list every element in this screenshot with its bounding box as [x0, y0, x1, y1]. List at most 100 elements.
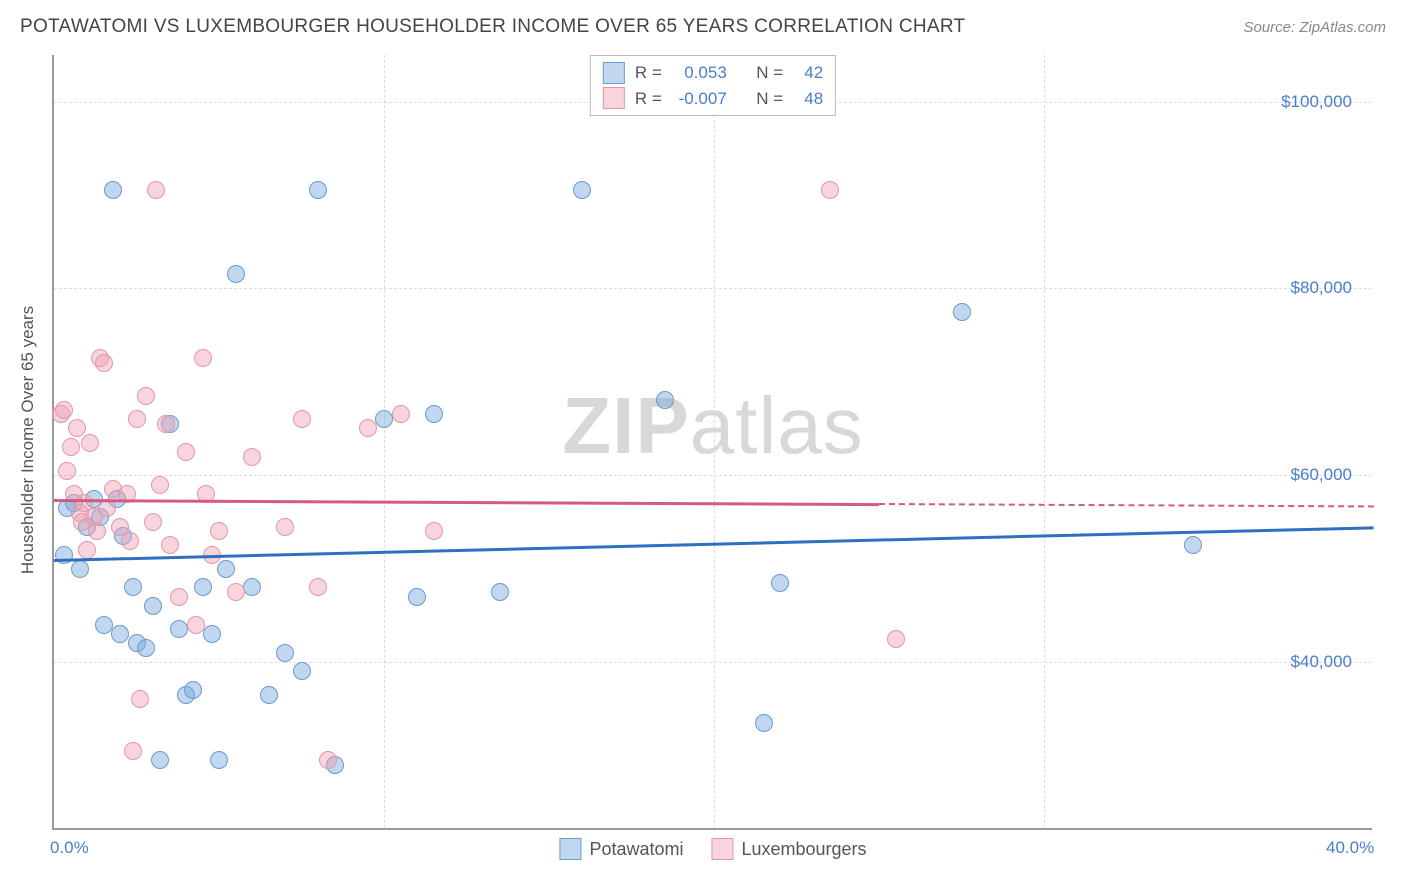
scatter-point: [104, 181, 122, 199]
scatter-point: [147, 181, 165, 199]
scatter-point: [194, 578, 212, 596]
legend-label: Luxembourgers: [741, 839, 866, 860]
scatter-point: [55, 401, 73, 419]
scatter-point: [121, 532, 139, 550]
y-tick-label: $60,000: [1291, 465, 1352, 485]
scatter-point: [137, 387, 155, 405]
scatter-point: [276, 518, 294, 536]
trend-line: [54, 499, 879, 506]
scatter-point: [151, 751, 169, 769]
legend-item: Potawatomi: [559, 838, 683, 860]
scatter-point: [111, 625, 129, 643]
stats-row: R = 0.053 N = 42: [603, 60, 823, 86]
scatter-point: [184, 681, 202, 699]
scatter-point: [1184, 536, 1202, 554]
scatter-point: [260, 686, 278, 704]
scatter-point: [62, 438, 80, 456]
grid-line-horizontal: [54, 662, 1372, 663]
y-axis-label: Householder Income Over 65 years: [18, 306, 38, 574]
scatter-point: [309, 181, 327, 199]
y-tick-label: $40,000: [1291, 652, 1352, 672]
scatter-point: [194, 349, 212, 367]
scatter-point: [573, 181, 591, 199]
scatter-point: [392, 405, 410, 423]
watermark: ZIPatlas: [562, 380, 863, 472]
scatter-point: [771, 574, 789, 592]
scatter-point: [128, 410, 146, 428]
scatter-point: [491, 583, 509, 601]
scatter-point: [95, 616, 113, 634]
legend-label: Potawatomi: [589, 839, 683, 860]
scatter-point: [170, 620, 188, 638]
r-label: R =: [635, 60, 662, 86]
n-value: 48: [793, 86, 823, 112]
scatter-point: [227, 583, 245, 601]
legend-item: Luxembourgers: [711, 838, 866, 860]
scatter-point: [144, 597, 162, 615]
grid-line-horizontal: [54, 288, 1372, 289]
scatter-point: [276, 644, 294, 662]
scatter-point: [425, 405, 443, 423]
scatter-point: [755, 714, 773, 732]
stats-row: R = -0.007 N = 48: [603, 86, 823, 112]
scatter-point: [243, 448, 261, 466]
scatter-point: [375, 410, 393, 428]
scatter-point: [187, 616, 205, 634]
scatter-point: [137, 639, 155, 657]
scatter-point: [243, 578, 261, 596]
scatter-point: [151, 476, 169, 494]
scatter-point: [157, 415, 175, 433]
scatter-point: [293, 410, 311, 428]
plot-area: ZIPatlas $40,000 $60,000 $80,000 $100,000 0.…: [52, 55, 1372, 830]
bottom-legend: Potawatomi Luxembourgers: [559, 838, 866, 860]
source-label: Source: ZipAtlas.com: [1243, 19, 1386, 36]
scatter-point: [821, 181, 839, 199]
scatter-point: [309, 578, 327, 596]
x-tick-label: 40.0%: [1326, 838, 1374, 858]
scatter-point: [227, 265, 245, 283]
scatter-point: [71, 560, 89, 578]
scatter-point: [359, 419, 377, 437]
scatter-point: [58, 462, 76, 480]
trend-line: [879, 503, 1374, 507]
r-label: R =: [635, 86, 662, 112]
scatter-point: [124, 742, 142, 760]
grid-line-vertical: [384, 55, 385, 828]
scatter-point: [293, 662, 311, 680]
scatter-point: [131, 690, 149, 708]
scatter-point: [953, 303, 971, 321]
scatter-point: [144, 513, 162, 531]
chart-title: POTAWATOMI VS LUXEMBOURGER HOUSEHOLDER I…: [20, 16, 965, 38]
n-label: N =: [756, 60, 783, 86]
y-tick-label: $80,000: [1291, 278, 1352, 298]
scatter-point: [161, 536, 179, 554]
n-label: N =: [756, 86, 783, 112]
scatter-point: [95, 354, 113, 372]
r-value: -0.007: [672, 86, 727, 112]
scatter-point: [319, 751, 337, 769]
legend-swatch: [603, 62, 625, 84]
grid-line-vertical: [714, 55, 715, 828]
scatter-point: [203, 625, 221, 643]
scatter-point: [408, 588, 426, 606]
scatter-point: [78, 541, 96, 559]
n-value: 42: [793, 60, 823, 86]
x-tick-label: 0.0%: [50, 838, 89, 858]
stats-box: R = 0.053 N = 42 R = -0.007 N = 48: [590, 55, 836, 116]
legend-swatch: [603, 87, 625, 109]
scatter-point: [656, 391, 674, 409]
legend-swatch: [559, 838, 581, 860]
scatter-point: [177, 443, 195, 461]
scatter-point: [217, 560, 235, 578]
grid-line-horizontal: [54, 475, 1372, 476]
watermark-rest: atlas: [690, 381, 864, 470]
r-value: 0.053: [672, 60, 727, 86]
scatter-point: [81, 434, 99, 452]
scatter-point: [425, 522, 443, 540]
legend-swatch: [711, 838, 733, 860]
scatter-point: [887, 630, 905, 648]
scatter-point: [88, 522, 106, 540]
y-tick-label: $100,000: [1281, 92, 1352, 112]
grid-line-vertical: [1044, 55, 1045, 828]
scatter-point: [124, 578, 142, 596]
